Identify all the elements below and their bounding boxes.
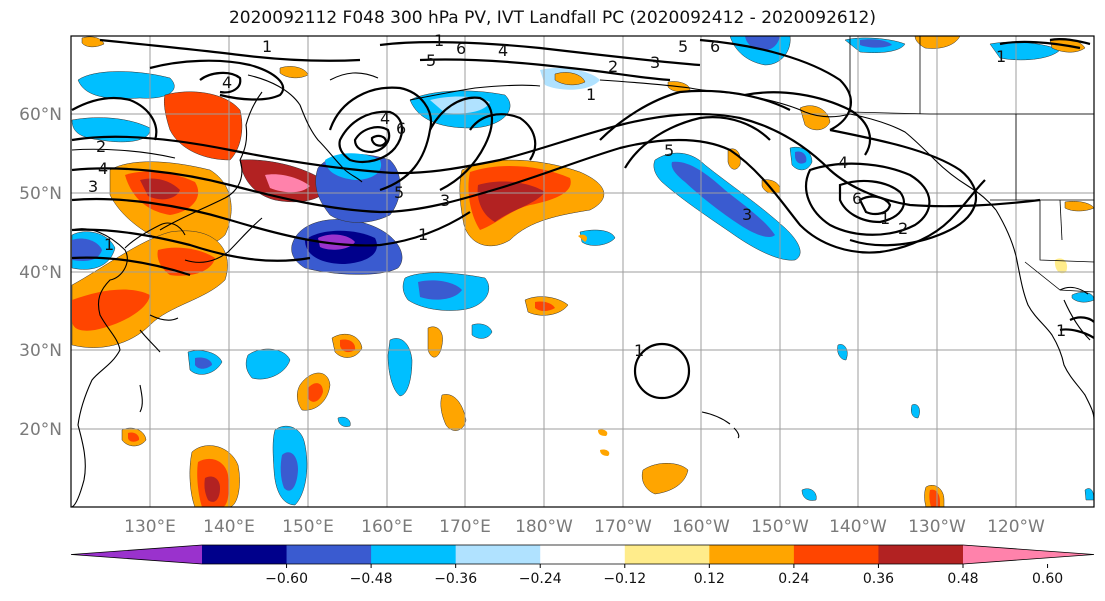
lat-label: 60°N: [19, 105, 62, 125]
contour-label: 4: [222, 73, 232, 92]
contour-label: 4: [838, 153, 848, 172]
contour-label: 1: [434, 31, 444, 50]
contour-label: 5: [664, 141, 674, 160]
contour-labels: 1 4 2 4 3 1 4 6 5 3 1 1 6 4 5 2 3 1 5 6 …: [88, 31, 1066, 360]
colorbar-tick-label: 0.12: [694, 571, 725, 587]
colorbar-swatch: [540, 545, 626, 564]
lat-label: 30°N: [19, 341, 62, 361]
colorbar-tick-label: −0.36: [434, 571, 477, 587]
colorbar-swatch: [371, 545, 457, 564]
lon-label: 160°E: [361, 517, 413, 537]
colorbar-tick-label: −0.24: [519, 571, 562, 587]
lon-label: 120°W: [987, 517, 1045, 537]
contour-label: 5: [426, 51, 436, 70]
contour-label: 1: [418, 225, 428, 244]
contour-label: 1: [880, 209, 890, 228]
colorbar-tick-label: −0.48: [350, 571, 393, 587]
contour-label: 1: [1056, 321, 1066, 340]
figure-title: 2020092112 F048 300 hPa PV, IVT Landfall…: [228, 8, 876, 28]
lat-label: 50°N: [19, 184, 62, 204]
contour-label: 6: [852, 189, 862, 208]
contour-label: 6: [456, 39, 466, 58]
political-borders: [849, 36, 1094, 293]
lon-label: 140°W: [829, 517, 887, 537]
lon-label: 170°W: [594, 517, 652, 537]
contour-label: 3: [650, 53, 660, 72]
colorbar-outline: [70, 544, 1095, 565]
lat-label: 40°N: [19, 263, 62, 283]
contour-label: 4: [380, 109, 390, 128]
colorbar-tick-label: 0.48: [947, 571, 978, 587]
colorbar-extend-low: [71, 545, 202, 564]
colorbar-tick-label: 0.60: [1032, 571, 1063, 587]
contour-label: 2: [898, 219, 908, 238]
colorbar-swatch: [624, 545, 710, 564]
contour-label: 2: [96, 137, 106, 156]
lon-label: 150°E: [282, 517, 334, 537]
contour-label: 5: [678, 37, 688, 56]
colorbar-swatch: [878, 545, 964, 564]
longitude-labels: 130°E 140°E 150°E 160°E 170°E 180°W 170°…: [124, 517, 1045, 537]
colorbar: −0.60 −0.48 −0.36 −0.24 −0.12 0.12 0.24 0.36 0.4…: [70, 544, 1095, 587]
pc-anomaly-fills: [71, 36, 1094, 507]
contour-label: 1: [104, 235, 114, 254]
contour-label: 3: [742, 205, 752, 224]
contour-label: 1: [262, 37, 272, 56]
contour-label: 6: [396, 119, 406, 138]
colorbar-tick-label: −0.60: [265, 571, 308, 587]
colorbar-extend-high: [963, 545, 1094, 564]
colorbar-tick-label: −0.12: [603, 571, 646, 587]
contour-label: 2: [608, 57, 618, 76]
contour-label: 3: [440, 191, 450, 210]
contour-label: 6: [710, 37, 720, 56]
colorbar-swatch: [202, 545, 288, 564]
lon-label: 130°E: [124, 517, 176, 537]
colorbar-swatch: [709, 545, 795, 564]
contour-label: 1: [996, 47, 1006, 66]
pv-contours: [71, 38, 1094, 400]
latitude-labels: 60°N 50°N 40°N 30°N 20°N: [19, 105, 62, 440]
colorbar-tick-label: 0.36: [863, 571, 894, 587]
contour-label: 4: [498, 41, 508, 60]
lon-label: 180°W: [515, 517, 573, 537]
lon-label: 140°E: [203, 517, 255, 537]
lon-label: 170°E: [439, 517, 491, 537]
lat-label: 20°N: [19, 420, 62, 440]
colorbar-tick-label: 0.24: [778, 571, 809, 587]
lon-label: 150°W: [751, 517, 809, 537]
colorbar-swatch: [793, 545, 879, 564]
contour-label: 5: [394, 183, 404, 202]
contour-label: 3: [88, 177, 98, 196]
colorbar-swatch: [455, 545, 541, 564]
map-frame: [70, 35, 1095, 508]
lon-label: 160°W: [672, 517, 730, 537]
lon-label: 130°W: [908, 517, 966, 537]
contour-label: 1: [634, 341, 644, 360]
contour-label: 1: [586, 85, 596, 104]
contour-label: 4: [98, 159, 108, 178]
colorbar-swatch: [286, 545, 372, 564]
